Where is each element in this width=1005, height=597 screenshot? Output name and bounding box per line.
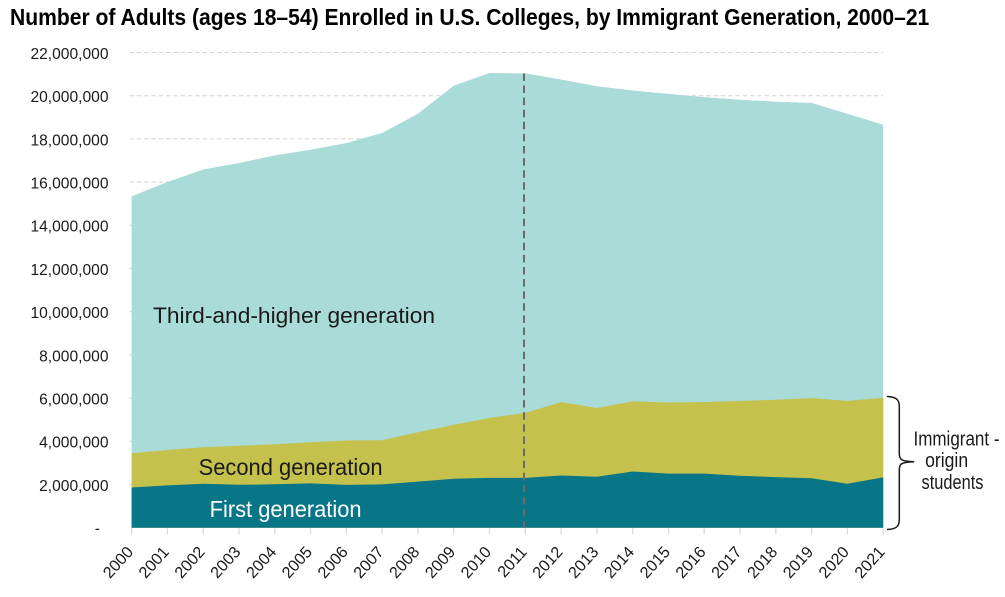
svg-text:2017: 2017 [708,543,745,582]
svg-text:2006: 2006 [314,543,351,582]
svg-text:2021: 2021 [851,543,888,582]
svg-text:2,000,000: 2,000,000 [39,478,109,495]
svg-text:14,000,000: 14,000,000 [30,219,108,236]
svg-text:2019: 2019 [780,543,817,582]
svg-text:2012: 2012 [529,543,566,582]
svg-text:2015: 2015 [636,543,673,582]
svg-text:12,000,000: 12,000,000 [30,262,108,279]
svg-text:2008: 2008 [386,543,423,582]
svg-text:2001: 2001 [135,543,172,582]
svg-text:2003: 2003 [207,543,244,582]
svg-text:2000: 2000 [100,543,137,582]
svg-text:4,000,000: 4,000,000 [39,435,109,452]
svg-text:origin: origin [925,450,968,472]
svg-text:2007: 2007 [350,543,387,582]
svg-text:2010: 2010 [457,543,494,582]
svg-text:2016: 2016 [672,543,709,582]
svg-text:2020: 2020 [815,543,852,582]
svg-text:2014: 2014 [601,543,638,582]
svg-text:2018: 2018 [744,543,781,582]
svg-text:6,000,000: 6,000,000 [39,392,109,409]
svg-text:10,000,000: 10,000,000 [30,305,108,322]
svg-text:20,000,000: 20,000,000 [30,89,108,106]
svg-text:-: - [95,521,100,538]
svg-text:16,000,000: 16,000,000 [30,176,108,193]
svg-text:8,000,000: 8,000,000 [39,348,109,365]
svg-text:Third-and-higher generation: Third-and-higher generation [153,303,435,328]
svg-text:2011: 2011 [494,543,531,581]
svg-text:22,000,000: 22,000,000 [30,46,108,63]
svg-text:2004: 2004 [243,543,280,582]
svg-text:2009: 2009 [422,543,459,582]
svg-text:2013: 2013 [565,543,602,582]
svg-text:2002: 2002 [171,543,208,582]
svg-text:First generation: First generation [210,496,362,522]
svg-text:Immigrant -: Immigrant - [914,428,1000,450]
svg-text:students: students [922,472,984,494]
svg-text:Second generation: Second generation [199,454,383,480]
svg-text:2005: 2005 [278,543,315,582]
svg-text:18,000,000: 18,000,000 [30,132,108,149]
